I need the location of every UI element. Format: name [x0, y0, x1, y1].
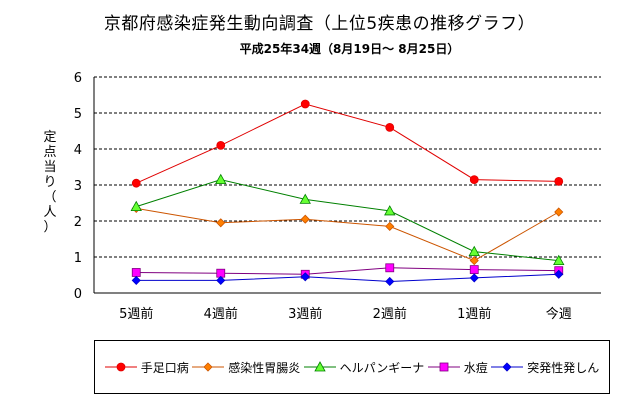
data-point: [131, 275, 141, 285]
y-tick-label: 0: [74, 287, 82, 302]
data-point: [384, 205, 396, 216]
y-axis-label: 定点当り（人）: [43, 130, 57, 235]
data-point: [215, 173, 227, 185]
x-tick-label: 1週前: [457, 306, 491, 322]
legend-item: 水痘: [427, 359, 488, 376]
legend-item: 突発性発しん: [491, 359, 599, 376]
data-point: [469, 273, 479, 283]
data-point: [299, 193, 311, 204]
x-tick-label: 2週前: [373, 306, 407, 322]
data-point: [553, 254, 565, 266]
data-point: [216, 218, 226, 228]
data-point: [469, 175, 479, 185]
legend-label: 感染性胃腸炎: [228, 360, 301, 375]
data-point: [554, 176, 564, 186]
legend-label: 水痘: [463, 360, 488, 375]
data-point: [385, 221, 395, 231]
x-tick-label: 4週前: [204, 306, 238, 322]
data-point: [300, 272, 310, 282]
series-line-3: [136, 179, 559, 262]
series-line-1: [136, 103, 559, 184]
data-point: [216, 140, 226, 150]
data-point: [385, 263, 395, 273]
x-tick-label: 今週: [546, 306, 572, 322]
legend-item: 感染性胃腸炎: [192, 359, 300, 376]
y-tick-label: 3: [74, 179, 82, 194]
data-point: [468, 245, 480, 257]
data-point: [554, 269, 564, 279]
legend-label: 手足口病: [140, 360, 189, 375]
y-tick-label: 1: [74, 251, 82, 266]
series-line-4: [136, 267, 559, 275]
data-point: [385, 123, 395, 132]
data-point: [469, 256, 479, 266]
line-chart: 0 1 2 3 4 5 6 5週前 4週前 3週前 2週前 1週前 今週: [74, 71, 601, 322]
y-tick-label: 4: [74, 143, 82, 158]
legend-label: 突発性発しん: [527, 360, 600, 375]
y-tick-label: 6: [74, 71, 82, 86]
legend-swatch: [303, 361, 336, 372]
legend-swatch: [427, 362, 460, 372]
legend-item: ヘルパンギーナ: [303, 359, 425, 376]
data-point: [130, 200, 142, 212]
data-point: [216, 275, 226, 285]
data-point: [300, 99, 310, 109]
x-tick-label: 5週前: [119, 306, 153, 322]
legend-label: ヘルパンギーナ: [339, 360, 425, 375]
legend-item: 手足口病: [104, 359, 189, 376]
data-point: [131, 178, 141, 188]
legend-swatch: [491, 362, 524, 372]
legend-swatch: [192, 362, 225, 372]
data-point: [300, 214, 310, 224]
chart-subtitle: 平成25年34週（8月19日～ 8月25日）: [239, 42, 460, 56]
series-line-5: [136, 273, 559, 282]
y-tick-label: 5: [74, 107, 82, 122]
data-point: [554, 207, 564, 217]
x-tick-label: 3週前: [288, 306, 322, 322]
legend-swatch: [104, 362, 137, 372]
legend: 手足口病 感染性胃腸炎 ヘルパンギーナ 水痘 突発性発しん: [94, 340, 610, 394]
chart-title: 京都府感染症発生動向調査（上位5疾患の推移グラフ）: [103, 14, 536, 34]
data-point: [469, 265, 479, 275]
data-point: [385, 276, 395, 287]
series-line-2: [136, 207, 559, 262]
y-tick-label: 2: [74, 215, 82, 230]
data-point: [131, 268, 141, 277]
